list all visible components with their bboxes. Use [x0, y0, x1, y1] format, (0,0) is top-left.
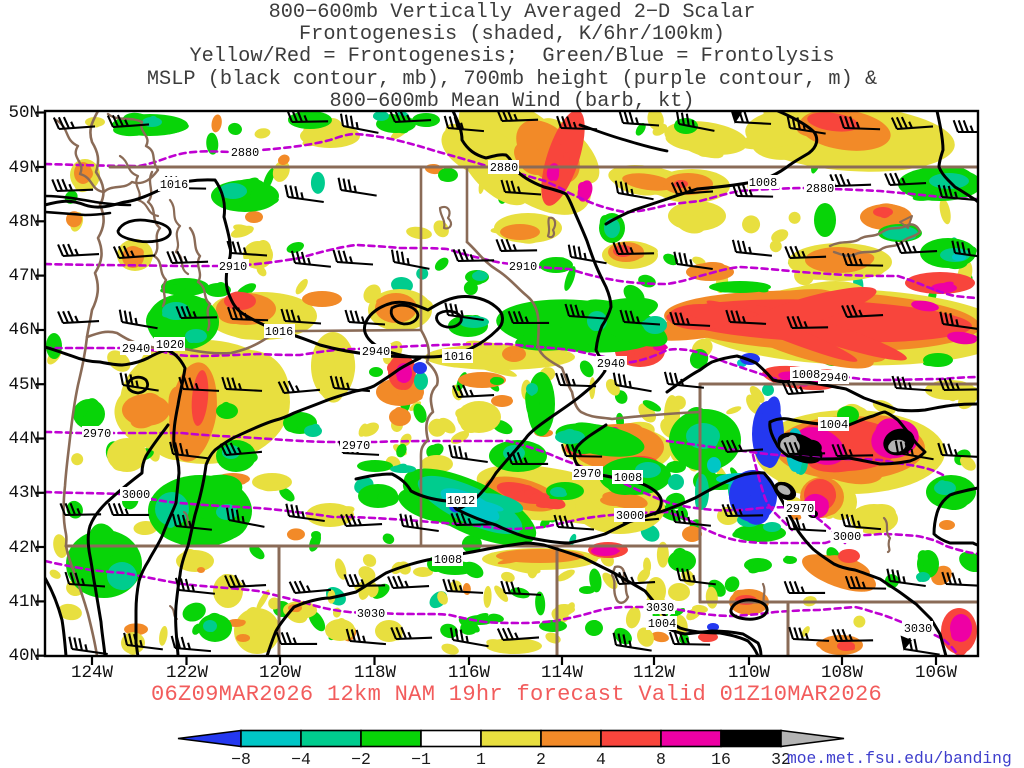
- svg-text:2970: 2970: [83, 427, 111, 441]
- svg-text:3000: 3000: [616, 509, 644, 523]
- svg-text:3030: 3030: [646, 601, 674, 615]
- svg-text:1004: 1004: [648, 617, 676, 631]
- svg-text:2940: 2940: [122, 342, 150, 356]
- svg-text:1: 1: [476, 750, 486, 768]
- svg-text:2940: 2940: [597, 357, 625, 371]
- svg-text:1016: 1016: [160, 178, 188, 192]
- svg-text:2940: 2940: [820, 371, 848, 385]
- svg-text:−4: −4: [291, 750, 311, 768]
- svg-text:32: 32: [771, 750, 791, 768]
- svg-text:3030: 3030: [357, 607, 385, 621]
- svg-text:2970: 2970: [573, 467, 601, 481]
- svg-text:−8: −8: [231, 750, 251, 768]
- svg-text:4: 4: [596, 750, 606, 768]
- svg-text:2880: 2880: [490, 161, 518, 175]
- svg-text:1020: 1020: [156, 338, 184, 352]
- svg-text:−2: −2: [351, 750, 371, 768]
- svg-text:2940: 2940: [362, 345, 390, 359]
- svg-text:2: 2: [536, 750, 546, 768]
- svg-text:3000: 3000: [833, 530, 861, 544]
- svg-text:1012: 1012: [447, 494, 475, 508]
- svg-text:2970: 2970: [786, 502, 814, 516]
- svg-text:1008: 1008: [792, 368, 820, 382]
- svg-text:2910: 2910: [219, 260, 247, 274]
- svg-text:1008: 1008: [434, 553, 462, 567]
- svg-text:−1: −1: [411, 750, 431, 768]
- svg-text:1008: 1008: [749, 176, 777, 190]
- svg-text:16: 16: [711, 750, 731, 768]
- svg-text:3000: 3000: [122, 488, 150, 502]
- svg-text:2970: 2970: [342, 439, 370, 453]
- svg-text:2880: 2880: [231, 146, 259, 160]
- svg-text:2880: 2880: [806, 182, 834, 196]
- svg-text:1016: 1016: [444, 350, 472, 364]
- svg-text:1004: 1004: [820, 418, 848, 432]
- svg-text:2910: 2910: [509, 260, 537, 274]
- svg-text:8: 8: [656, 750, 666, 768]
- svg-text:3030: 3030: [904, 622, 932, 636]
- svg-text:1016: 1016: [265, 325, 293, 339]
- svg-text:1008: 1008: [614, 471, 642, 485]
